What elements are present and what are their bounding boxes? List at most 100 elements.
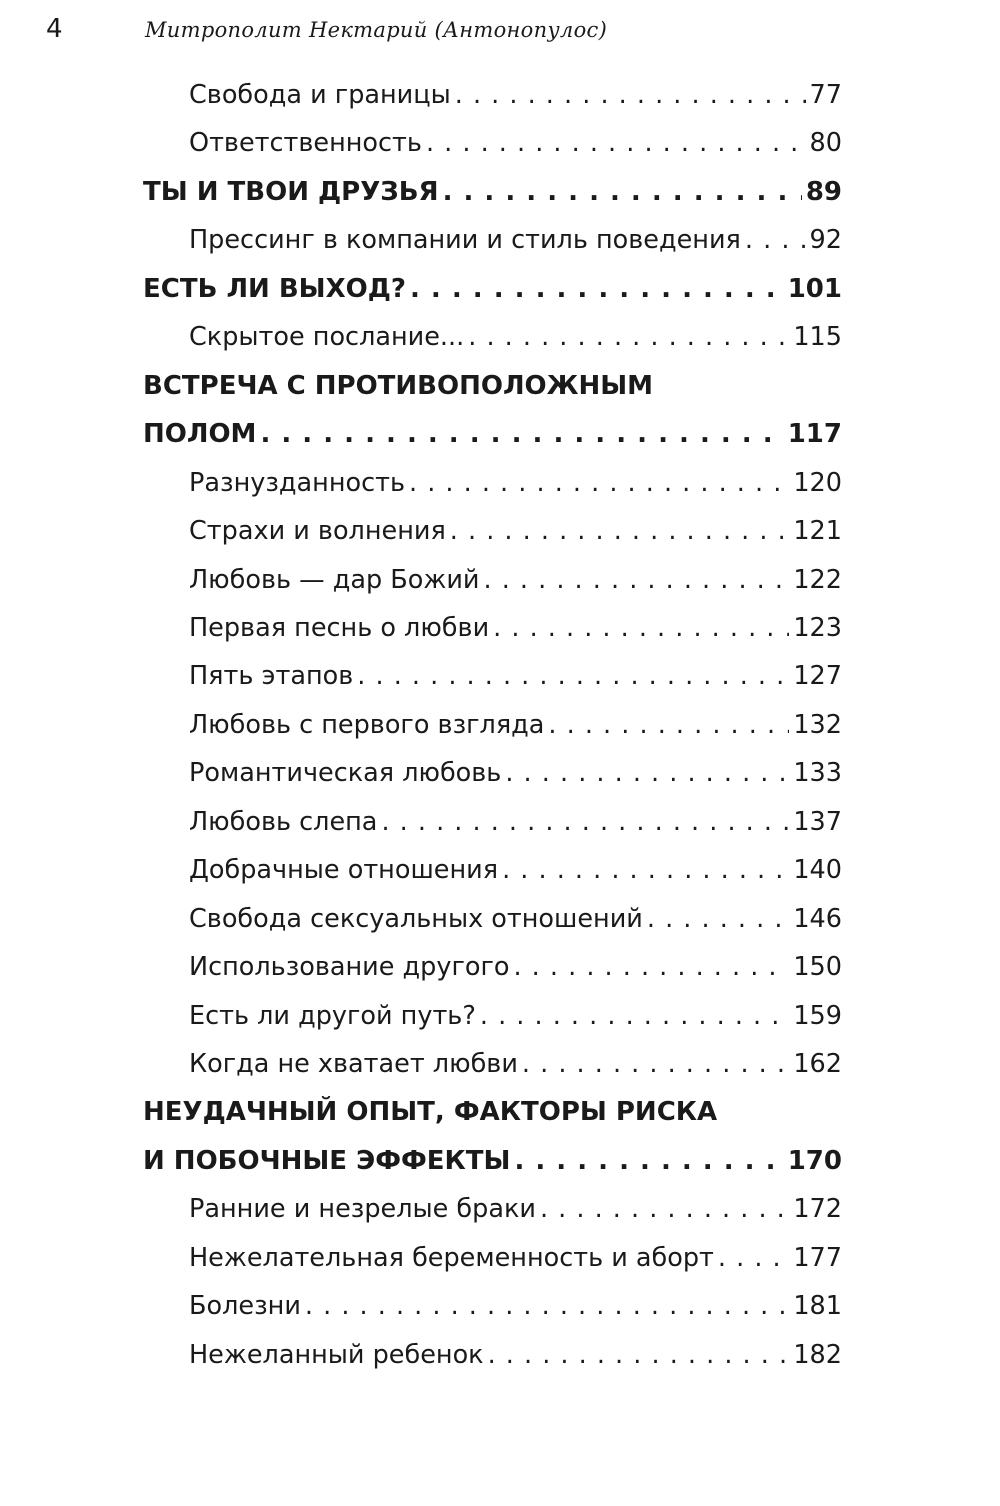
toc-chapter-entry: ТЫ И ТВОИ ДРУЗЬЯ 89 — [143, 177, 842, 217]
dot-leader — [647, 904, 789, 934]
toc-entry-page: 182 — [793, 1339, 842, 1370]
toc-entry-title: Любовь с первого взгляда — [189, 709, 545, 740]
toc-entry-page: 132 — [793, 709, 842, 740]
toc-chapter-entry: И ПОБОЧНЫЕ ЭФФЕКТЫ 170 — [143, 1146, 842, 1186]
toc-chapter-entry: ПОЛОМ 117 — [143, 419, 842, 459]
toc-entry-title: И ПОБОЧНЫЕ ЭФФЕКТЫ — [143, 1145, 511, 1176]
dot-leader — [718, 1243, 789, 1273]
dot-leader — [455, 80, 806, 110]
toc-entry-title: Прессинг в компании и стиль поведения — [189, 225, 741, 256]
dot-leader — [488, 1340, 790, 1370]
dot-leader — [381, 807, 789, 837]
dot-leader — [409, 468, 789, 498]
toc-entry-title-line1: ВСТРЕЧА С ПРОТИВОПОЛОЖНЫМ — [143, 370, 654, 401]
toc-entry-page: 181 — [793, 1291, 842, 1322]
page-number: 4 — [46, 14, 63, 44]
dot-leader — [514, 1146, 783, 1176]
dot-leader — [513, 952, 789, 982]
toc-entry-title: Любовь слепа — [189, 806, 378, 837]
toc-entry-title: Когда не хватает любви — [189, 1049, 518, 1079]
toc-section-entry: Любовь — дар Божий 122 — [189, 565, 842, 605]
toc-entry-title: Свобода и границы — [189, 80, 451, 110]
toc-entry-page: 159 — [793, 1000, 842, 1031]
toc-entry-page: 140 — [793, 855, 842, 886]
toc-entry-title: Ранние и незрелые браки — [189, 1194, 536, 1225]
toc-entry-title: Разнузданность — [189, 467, 405, 498]
toc-entry-title: Пять этапов — [189, 661, 354, 692]
dot-leader — [493, 613, 789, 643]
toc-section-entry: Любовь с первого взгляда 132 — [189, 710, 842, 750]
toc-entry-page: 121 — [793, 516, 842, 547]
toc-chapter-title-line: НЕУДАЧНЫЙ ОПЫТ, ФАКТОРЫ РИСКА — [143, 1097, 842, 1137]
dot-leader — [745, 225, 806, 255]
toc-section-entry: Болезни 181 — [189, 1291, 842, 1331]
toc-entry-title: Свобода сексуальных отношений — [189, 903, 643, 934]
toc-section-entry: Когда не хватает любви 162 — [189, 1049, 842, 1089]
toc-entry-page: 115 — [793, 322, 842, 353]
dot-leader — [305, 1291, 789, 1321]
dot-leader — [468, 322, 789, 352]
toc-entry-page: 150 — [793, 952, 842, 983]
toc-section-entry: Нежеланный ребенок 182 — [189, 1340, 842, 1380]
dot-leader — [410, 274, 784, 304]
toc-entry-title: ЕСТЬ ЛИ ВЫХОД? — [143, 273, 406, 304]
toc-entry-page: 177 — [793, 1242, 842, 1273]
toc-chapter-entry: ЕСТЬ ЛИ ВЫХОД? 101 — [143, 274, 842, 314]
dot-leader — [357, 661, 789, 691]
toc-entry-title: Любовь — дар Божий — [189, 564, 480, 595]
toc-section-entry: Есть ли другой путь? 159 — [189, 1001, 842, 1041]
toc-section-entry: Нежелательная беременность и аборт 177 — [189, 1243, 842, 1283]
dot-leader — [443, 177, 802, 207]
toc-section-entry: Ранние и незрелые браки 172 — [189, 1194, 842, 1234]
toc-entry-title: ПОЛОМ — [143, 419, 257, 450]
toc-entry-page: 120 — [793, 467, 842, 498]
dot-leader — [484, 565, 790, 595]
toc-entry-title: Нежелательная беременность и аборт — [189, 1242, 714, 1273]
toc-section-entry: Любовь слепа 137 — [189, 807, 842, 847]
dot-leader — [260, 419, 783, 449]
toc-entry-title: Болезни — [189, 1291, 301, 1322]
dot-leader — [540, 1194, 789, 1224]
toc-entry-title: Нежеланный ребенок — [189, 1339, 484, 1370]
dot-leader — [505, 758, 789, 788]
toc-entry-title: ТЫ И ТВОИ ДРУЗЬЯ — [143, 176, 439, 207]
dot-leader — [480, 1001, 789, 1031]
toc-entry-title: Использование другого — [189, 952, 510, 983]
toc-entry-page: 133 — [793, 758, 842, 789]
dot-leader — [502, 855, 789, 885]
toc-section-entry: Прессинг в компании и стиль поведения 92 — [189, 225, 842, 265]
toc-entry-page: 117 — [787, 419, 842, 450]
toc-section-entry: Скрытое послание... 115 — [189, 322, 842, 362]
toc-entry-title: Романтическая любовь — [189, 758, 502, 789]
toc-chapter-title-line: ВСТРЕЧА С ПРОТИВОПОЛОЖНЫМ — [143, 371, 842, 411]
toc-section-entry: Использование другого 150 — [189, 952, 842, 992]
toc-entry-title-line1: НЕУДАЧНЫЙ ОПЫТ, ФАКТОРЫ РИСКА — [143, 1097, 718, 1128]
toc-entry-title: Добрачные отношения — [189, 855, 499, 886]
dot-leader — [548, 710, 789, 740]
toc-section-entry: Свобода сексуальных отношений 146 — [189, 904, 842, 944]
toc-entry-page: 122 — [793, 564, 842, 595]
toc-entry-page: 127 — [793, 661, 842, 692]
toc-section-entry: Страхи и волнения 121 — [189, 516, 842, 556]
dot-leader — [522, 1049, 789, 1079]
toc-section-entry: Свобода и границы 77 — [189, 80, 842, 120]
toc-entry-page: 89 — [805, 176, 842, 207]
toc-entry-title: Есть ли другой путь? — [189, 1000, 476, 1031]
toc-entry-page: 92 — [809, 225, 842, 256]
toc-entry-page: 77 — [809, 80, 842, 110]
toc-entry-page: 101 — [787, 273, 842, 304]
toc-section-entry: Добрачные отношения 140 — [189, 855, 842, 895]
toc-section-entry: Первая песнь о любви 123 — [189, 613, 842, 653]
toc-entry-page: 172 — [793, 1194, 842, 1225]
toc-entry-page: 162 — [793, 1049, 842, 1079]
toc-entry-page: 123 — [793, 612, 842, 643]
toc-entry-page: 80 — [809, 128, 842, 159]
toc-section-entry: Романтическая любовь 133 — [189, 758, 842, 798]
toc-entry-page: 137 — [793, 806, 842, 837]
toc-entry-page: 170 — [787, 1145, 842, 1176]
toc-section-entry: Ответственность 80 — [189, 128, 842, 168]
toc-entry-title: Страхи и волнения — [189, 516, 446, 547]
toc-section-entry: Пять этапов 127 — [189, 661, 842, 701]
toc-entry-title: Ответственность — [189, 128, 422, 159]
toc-entry-title: Первая песнь о любви — [189, 612, 490, 643]
